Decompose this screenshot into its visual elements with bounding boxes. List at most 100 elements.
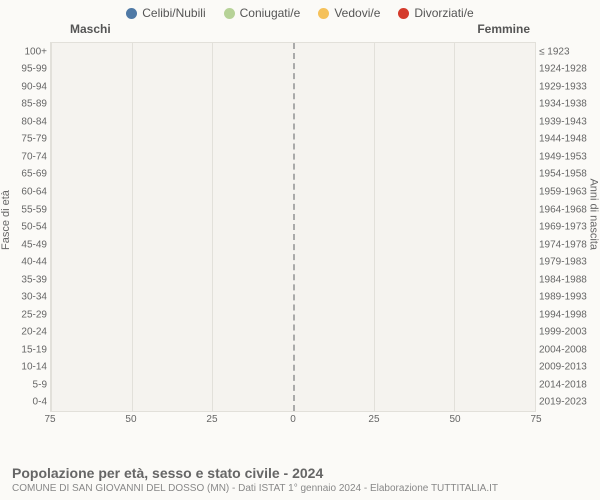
bar-male bbox=[51, 219, 293, 235]
bar-female bbox=[293, 202, 535, 218]
x-tick: 50 bbox=[125, 414, 136, 425]
age-label: 65-69 bbox=[1, 169, 51, 180]
gridline bbox=[212, 43, 213, 411]
pyramid-row: 25-291994-1998 bbox=[51, 306, 535, 324]
pyramid-row: 70-741949-1953 bbox=[51, 148, 535, 166]
gender-headers: Maschi Femmine bbox=[0, 22, 600, 36]
legend-label: Divorziati/e bbox=[414, 6, 473, 20]
age-label: 55-59 bbox=[1, 204, 51, 215]
bar-male bbox=[51, 167, 293, 183]
age-label: 5-9 bbox=[1, 379, 51, 390]
birth-year-label: 1959-1963 bbox=[535, 187, 599, 198]
age-label: 100+ bbox=[1, 46, 51, 57]
bar-female bbox=[293, 272, 535, 288]
age-label: 45-49 bbox=[1, 239, 51, 250]
pyramid-row: 100+≤ 1923 bbox=[51, 43, 535, 61]
birth-year-label: 1989-1993 bbox=[535, 292, 599, 303]
legend-swatch bbox=[224, 8, 235, 19]
x-tick: 25 bbox=[368, 414, 379, 425]
bar-female bbox=[293, 167, 535, 183]
header-female: Femmine bbox=[477, 22, 530, 36]
age-label: 20-24 bbox=[1, 327, 51, 338]
bar-male bbox=[51, 44, 293, 60]
bar-male bbox=[51, 202, 293, 218]
bar-male bbox=[51, 184, 293, 200]
rows: 100+≤ 192395-991924-192890-941929-193385… bbox=[51, 43, 535, 411]
birth-year-label: 1939-1943 bbox=[535, 116, 599, 127]
age-label: 30-34 bbox=[1, 292, 51, 303]
bar-male bbox=[51, 395, 293, 411]
bar-male bbox=[51, 79, 293, 95]
birth-year-label: 1944-1948 bbox=[535, 134, 599, 145]
birth-year-label: 1994-1998 bbox=[535, 309, 599, 320]
bar-male bbox=[51, 132, 293, 148]
pyramid-row: 55-591964-1968 bbox=[51, 201, 535, 219]
footer: Popolazione per età, sesso e stato civil… bbox=[12, 465, 588, 494]
birth-year-label: 1969-1973 bbox=[535, 222, 599, 233]
legend-label: Vedovi/e bbox=[334, 6, 380, 20]
bar-male bbox=[51, 237, 293, 253]
birth-year-label: 2009-2013 bbox=[535, 362, 599, 373]
pyramid-row: 60-641959-1963 bbox=[51, 183, 535, 201]
age-label: 0-4 bbox=[1, 397, 51, 408]
bar-female bbox=[293, 62, 535, 78]
bar-female bbox=[293, 97, 535, 113]
age-label: 75-79 bbox=[1, 134, 51, 145]
pyramid-row: 5-92014-2018 bbox=[51, 376, 535, 394]
pyramid-row: 30-341989-1993 bbox=[51, 288, 535, 306]
legend-swatch bbox=[398, 8, 409, 19]
chart-container: Celibi/NubiliConiugati/eVedovi/eDivorzia… bbox=[0, 0, 600, 500]
age-label: 60-64 bbox=[1, 187, 51, 198]
bar-female bbox=[293, 219, 535, 235]
bar-female bbox=[293, 395, 535, 411]
pyramid-row: 85-891934-1938 bbox=[51, 96, 535, 114]
bar-female bbox=[293, 360, 535, 376]
bar-male bbox=[51, 97, 293, 113]
bar-female bbox=[293, 79, 535, 95]
plot: 100+≤ 192395-991924-192890-941929-193385… bbox=[50, 42, 536, 412]
birth-year-label: 1979-1983 bbox=[535, 257, 599, 268]
pyramid-row: 15-192004-2008 bbox=[51, 341, 535, 359]
bar-male bbox=[51, 342, 293, 358]
legend-label: Coniugati/e bbox=[240, 6, 301, 20]
age-label: 70-74 bbox=[1, 151, 51, 162]
age-label: 40-44 bbox=[1, 257, 51, 268]
bar-male bbox=[51, 360, 293, 376]
bar-male bbox=[51, 325, 293, 341]
bar-male bbox=[51, 272, 293, 288]
bar-male bbox=[51, 289, 293, 305]
bar-female bbox=[293, 325, 535, 341]
bar-female bbox=[293, 237, 535, 253]
pyramid-row: 40-441979-1983 bbox=[51, 253, 535, 271]
birth-year-label: 1964-1968 bbox=[535, 204, 599, 215]
legend-item: Coniugati/e bbox=[224, 6, 301, 20]
legend: Celibi/NubiliConiugati/eVedovi/eDivorzia… bbox=[0, 0, 600, 22]
pyramid-row: 0-42019-2023 bbox=[51, 394, 535, 412]
pyramid-row: 65-691954-1958 bbox=[51, 166, 535, 184]
bar-female bbox=[293, 44, 535, 60]
age-label: 80-84 bbox=[1, 116, 51, 127]
birth-year-label: 1929-1933 bbox=[535, 81, 599, 92]
bar-female bbox=[293, 254, 535, 270]
gridline bbox=[374, 43, 375, 411]
x-tick: 25 bbox=[206, 414, 217, 425]
bar-male bbox=[51, 62, 293, 78]
x-tick: 75 bbox=[44, 414, 55, 425]
x-axis: 7550250255075 bbox=[50, 412, 536, 430]
pyramid-row: 80-841939-1943 bbox=[51, 113, 535, 131]
birth-year-label: 1954-1958 bbox=[535, 169, 599, 180]
age-label: 10-14 bbox=[1, 362, 51, 373]
birth-year-label: 1934-1938 bbox=[535, 99, 599, 110]
bar-female bbox=[293, 114, 535, 130]
gridline bbox=[535, 43, 536, 411]
x-tick: 50 bbox=[449, 414, 460, 425]
bar-female bbox=[293, 342, 535, 358]
birth-year-label: 1999-2003 bbox=[535, 327, 599, 338]
age-label: 15-19 bbox=[1, 344, 51, 355]
chart-title: Popolazione per età, sesso e stato civil… bbox=[12, 465, 588, 481]
pyramid-row: 75-791944-1948 bbox=[51, 131, 535, 149]
age-label: 85-89 bbox=[1, 99, 51, 110]
gridline bbox=[454, 43, 455, 411]
bar-male bbox=[51, 307, 293, 323]
pyramid-row: 45-491974-1978 bbox=[51, 236, 535, 254]
